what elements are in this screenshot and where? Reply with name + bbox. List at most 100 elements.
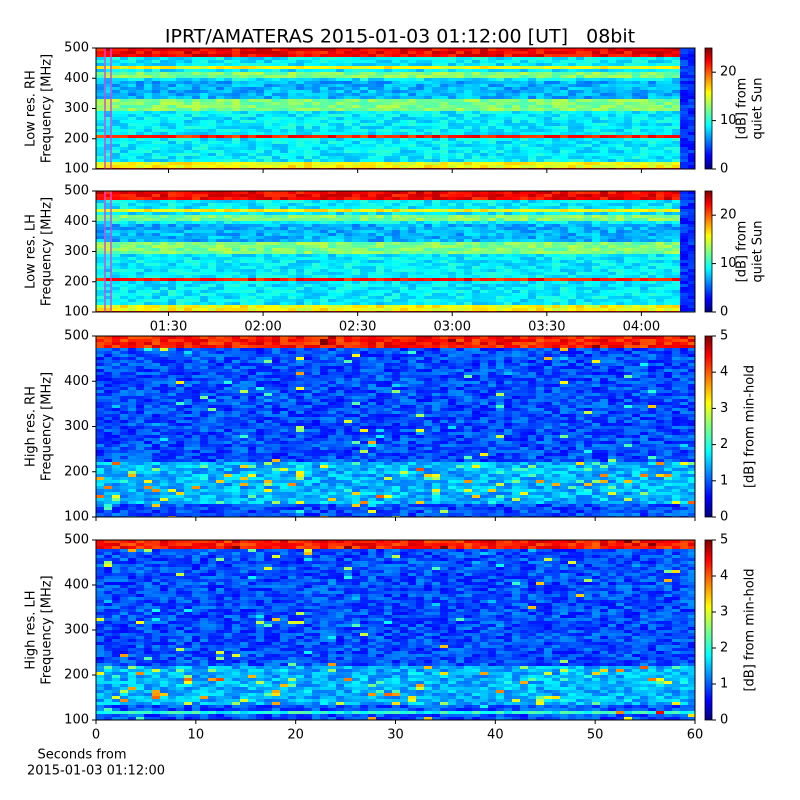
spectrogram-cell bbox=[144, 87, 152, 90]
spectrogram-cell bbox=[680, 254, 688, 257]
spectrogram-cell bbox=[360, 206, 368, 209]
spectrogram-cell bbox=[448, 263, 456, 266]
spectrogram-cell bbox=[280, 248, 288, 251]
spectrogram-cell bbox=[352, 111, 360, 114]
spectrogram-cell bbox=[368, 51, 376, 54]
spectrogram-cell bbox=[376, 81, 384, 84]
spectrogram-cell bbox=[136, 138, 144, 141]
spectrogram-cell bbox=[416, 138, 424, 141]
spectrogram-cell bbox=[408, 123, 416, 126]
spectrogram-cell bbox=[640, 194, 648, 197]
spectrogram-cell bbox=[408, 63, 416, 66]
spectrogram-cell bbox=[360, 242, 368, 245]
spectrogram-cell bbox=[248, 90, 256, 93]
spectrogram bbox=[96, 48, 695, 169]
spectrogram-cell bbox=[584, 135, 592, 138]
spectrogram-cell bbox=[352, 54, 360, 57]
spectrogram-cell bbox=[192, 218, 200, 221]
spectrogram-cell bbox=[480, 111, 488, 114]
spectrogram-cell bbox=[488, 257, 496, 260]
spectrogram-cell bbox=[592, 78, 600, 81]
spectrogram-cell bbox=[264, 66, 272, 69]
spectrogram-cell bbox=[408, 117, 416, 120]
spectrogram-cell bbox=[232, 147, 240, 150]
spectrogram-cell bbox=[328, 197, 336, 200]
spectrogram-cell bbox=[424, 194, 432, 197]
spectrogram-cell bbox=[648, 206, 656, 209]
spectrogram-cell bbox=[632, 153, 640, 156]
spectrogram-cell bbox=[520, 224, 528, 227]
spectrogram-cell bbox=[432, 236, 440, 239]
spectrogram-cell bbox=[192, 141, 200, 144]
spectrogram-cell bbox=[224, 51, 232, 54]
spectrogram-cell bbox=[552, 191, 560, 194]
spectrogram-cell bbox=[688, 197, 695, 200]
spectrogram-cell bbox=[120, 230, 128, 233]
spectrogram-cell bbox=[624, 129, 632, 132]
spectrogram-cell bbox=[312, 227, 320, 230]
spectrogram-cell bbox=[440, 162, 448, 165]
spectrogram-cell bbox=[608, 254, 616, 257]
spectrogram-cell bbox=[584, 102, 592, 105]
spectrogram-cell bbox=[288, 159, 296, 162]
spectrogram-cell bbox=[424, 102, 432, 105]
spectrogram-cell bbox=[608, 93, 616, 96]
spectrogram-cell bbox=[312, 260, 320, 263]
spectrogram-cell bbox=[384, 96, 392, 99]
spectrogram-cell bbox=[240, 156, 248, 159]
spectrogram-cell bbox=[520, 203, 528, 206]
spectrogram-cell bbox=[560, 203, 568, 206]
spectrogram-cell bbox=[240, 72, 248, 75]
spectrogram-cell bbox=[440, 248, 448, 251]
spectrogram-cell bbox=[208, 126, 216, 129]
spectrogram-cell bbox=[576, 48, 584, 51]
spectrogram-cell bbox=[656, 194, 664, 197]
spectrogram-cell bbox=[400, 159, 408, 162]
spectrogram-cell bbox=[416, 236, 424, 239]
spectrogram-cell bbox=[400, 120, 408, 123]
spectrogram-cell bbox=[176, 212, 184, 215]
spectrogram-cell bbox=[152, 230, 160, 233]
spectrogram-cell bbox=[520, 123, 528, 126]
spectrogram-cell bbox=[288, 156, 296, 159]
spectrogram-cell bbox=[512, 162, 520, 165]
spectrogram-cell bbox=[520, 90, 528, 93]
spectrogram-cell bbox=[432, 165, 440, 168]
spectrogram-cell bbox=[512, 84, 520, 87]
spectrogram-cell bbox=[688, 257, 695, 260]
spectrogram-cell bbox=[96, 129, 104, 132]
spectrogram-cell bbox=[472, 263, 480, 266]
spectrogram-cell bbox=[112, 206, 120, 209]
spectrogram-cell bbox=[672, 239, 680, 242]
spectrogram-cell bbox=[184, 248, 192, 251]
spectrogram-cell bbox=[288, 111, 296, 114]
spectrogram-cell bbox=[128, 245, 136, 248]
spectrogram-cell bbox=[192, 69, 200, 72]
spectrogram-cell bbox=[592, 221, 600, 224]
spectrogram-cell bbox=[416, 90, 424, 93]
spectrogram-cell bbox=[552, 263, 560, 266]
spectrogram-cell bbox=[224, 69, 232, 72]
spectrogram-cell bbox=[600, 257, 608, 260]
spectrogram-cell bbox=[656, 248, 664, 251]
spectrogram-cell bbox=[608, 84, 616, 87]
spectrogram-cell bbox=[184, 233, 192, 236]
spectrogram-cell bbox=[176, 230, 184, 233]
spectrogram-cell bbox=[448, 93, 456, 96]
spectrogram-cell bbox=[152, 200, 160, 203]
spectrogram-cell bbox=[472, 72, 480, 75]
spectrogram-cell bbox=[320, 165, 328, 168]
spectrogram-cell bbox=[688, 111, 695, 114]
spectrogram-cell bbox=[424, 63, 432, 66]
spectrogram-cell bbox=[168, 227, 176, 230]
spectrogram-cell bbox=[504, 126, 512, 129]
spectrogram-cell bbox=[384, 191, 392, 194]
spectrogram-cell bbox=[632, 245, 640, 248]
spectrogram-cell bbox=[112, 191, 120, 194]
spectrogram-cell bbox=[280, 159, 288, 162]
spectrogram-cell bbox=[592, 227, 600, 230]
spectrogram-cell bbox=[112, 260, 120, 263]
spectrogram-cell bbox=[112, 66, 120, 69]
spectrogram-cell bbox=[664, 236, 672, 239]
spectrogram-cell bbox=[592, 165, 600, 168]
